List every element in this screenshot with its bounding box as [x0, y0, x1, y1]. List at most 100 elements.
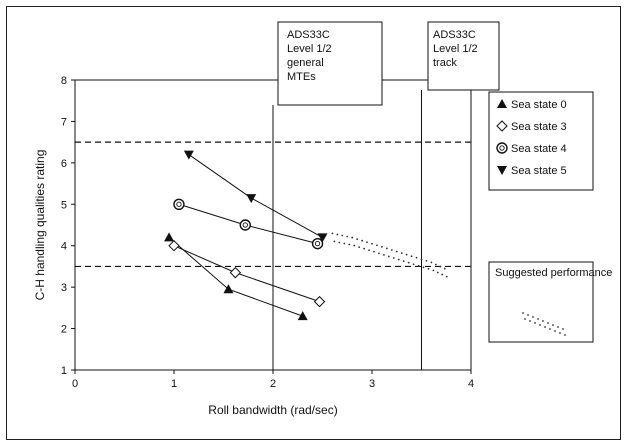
- region-label-line: track: [433, 57, 457, 69]
- legend-label: Sea state 0: [511, 99, 567, 111]
- suggested-dot: [400, 252, 403, 255]
- series-marker: [317, 233, 328, 243]
- suggested-performance-dots: [331, 232, 448, 278]
- swatch-dot: [522, 312, 524, 314]
- series-lines: [168, 154, 323, 317]
- x-tick-label: 2: [270, 378, 276, 390]
- swatch-dot: [547, 322, 549, 324]
- region-label-line: ADS33C: [433, 29, 476, 41]
- suggested-dot: [392, 257, 395, 259]
- suggested-dot: [397, 258, 400, 261]
- suggested-dot: [385, 247, 388, 250]
- suggested-dot: [407, 261, 410, 264]
- x-tick-label: 3: [369, 378, 375, 390]
- suggested-dot: [434, 263, 437, 266]
- suggested-dot: [346, 235, 349, 238]
- x-axis-title: Roll bandwidth (rad/sec): [208, 403, 337, 417]
- legend-marker-inner: [499, 145, 505, 151]
- swatch-dot: [549, 328, 551, 330]
- suggested-dot: [331, 232, 334, 235]
- legend-marker: [497, 99, 507, 108]
- series-marker: [311, 237, 324, 250]
- y-tick-label: 7: [61, 116, 67, 128]
- region-label-line: Level 1/2: [433, 43, 478, 55]
- suggested-dot: [395, 250, 398, 253]
- suggested-performance-label: Suggested performance: [495, 267, 612, 279]
- suggested-performance-swatch: [522, 312, 566, 336]
- swatch-dot: [527, 314, 529, 316]
- suggested-dot: [432, 269, 435, 272]
- legend-label: Sea state 4: [511, 143, 567, 155]
- series-marker: [239, 219, 251, 231]
- suggested-dot: [425, 259, 428, 262]
- suggested-dot: [441, 273, 444, 276]
- suggested-dot: [381, 245, 383, 248]
- series-marker: [168, 240, 180, 252]
- legend-marker: [496, 120, 508, 132]
- suggested-dot: [338, 241, 341, 244]
- suggested-dot: [358, 246, 361, 249]
- swatch-dot: [524, 318, 526, 320]
- suggested-dot: [353, 244, 356, 247]
- series-markers: [164, 150, 328, 321]
- series-marker: [164, 232, 175, 242]
- suggested-dot: [376, 244, 378, 247]
- region-label-track: ADS33C Level 1/2 track: [427, 21, 500, 91]
- swatch-dot: [554, 330, 556, 332]
- x-tick-label: 1: [171, 378, 177, 390]
- suggested-dot: [368, 249, 370, 252]
- suggested-dot: [361, 239, 363, 242]
- suggested-performance-legend: Suggested performance: [488, 261, 612, 343]
- suggested-dot: [415, 256, 418, 259]
- swatch-dot: [534, 322, 536, 324]
- region-label-line: general: [287, 57, 324, 69]
- suggested-dot: [336, 233, 339, 236]
- swatch-dot: [559, 332, 561, 334]
- series-marker: [246, 194, 257, 204]
- legend-label: Sea state 3: [511, 121, 567, 133]
- suggested-dot: [420, 258, 423, 261]
- swatch-dot: [564, 334, 566, 336]
- legend-marker: [497, 166, 507, 175]
- suggested-dot: [383, 253, 385, 256]
- region-label-line: ADS33C: [287, 29, 330, 41]
- swatch-dot: [529, 320, 531, 322]
- figure-frame: [6, 6, 621, 440]
- suggested-dot: [378, 252, 380, 255]
- series-marker-inner: [314, 240, 321, 247]
- x-tick-label: 0: [72, 378, 78, 390]
- suggested-dot: [351, 236, 354, 239]
- swatch-dot: [539, 324, 541, 326]
- series-line: [188, 154, 323, 238]
- y-tick-label: 2: [61, 324, 67, 336]
- suggested-dot: [402, 260, 405, 263]
- suggested-dot: [430, 261, 433, 264]
- suggested-dot: [343, 242, 346, 245]
- suggested-dot: [436, 271, 439, 274]
- suggested-dot: [363, 247, 365, 250]
- suggested-dot: [410, 255, 413, 258]
- suggested-dot: [390, 249, 393, 251]
- suggested-dot: [427, 267, 430, 270]
- reference-lines: [75, 90, 471, 370]
- y-axis-title: C-H handling qualities rating: [33, 150, 47, 301]
- series-marker-inner: [176, 201, 182, 207]
- suggested-dot: [445, 275, 448, 278]
- region-label-line: Level 1/2: [287, 43, 332, 55]
- series-marker: [223, 284, 234, 294]
- suggested-dot: [333, 240, 336, 243]
- suggested-dot: [348, 243, 351, 246]
- series-marker-inner: [242, 222, 248, 228]
- suggested-dot: [371, 242, 373, 245]
- y-tick-label: 5: [61, 199, 67, 211]
- suggested-dot: [405, 253, 408, 256]
- legend-marker: [496, 142, 508, 154]
- region-label-general: ADS33C Level 1/2 general MTEs: [277, 21, 383, 106]
- series-line: [173, 245, 320, 303]
- series-marker: [313, 295, 326, 308]
- region-label-line: MTEs: [287, 71, 316, 83]
- series-marker: [297, 311, 308, 321]
- suggested-dot: [356, 238, 359, 241]
- swatch-dot: [542, 320, 544, 322]
